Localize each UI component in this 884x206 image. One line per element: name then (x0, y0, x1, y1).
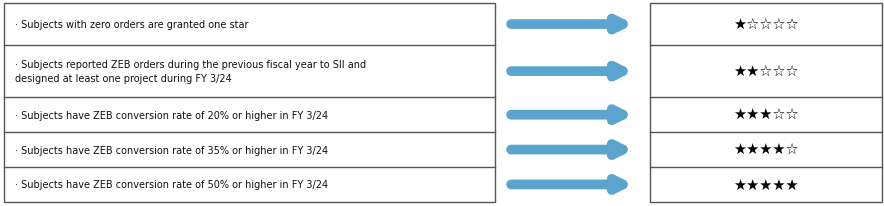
Text: ★☆☆☆☆: ★☆☆☆☆ (733, 18, 799, 32)
Bar (650, 4, 882, 202)
Text: · Subjects have ZEB conversion rate of 35% or higher in FY 3/24: · Subjects have ZEB conversion rate of 3… (15, 145, 328, 155)
Text: ★★☆☆☆: ★★☆☆☆ (733, 64, 799, 79)
Text: · Subjects have ZEB conversion rate of 50% or higher in FY 3/24: · Subjects have ZEB conversion rate of 5… (15, 180, 328, 190)
Text: ★★★☆☆: ★★★☆☆ (733, 108, 799, 123)
Text: ★★★★★: ★★★★★ (733, 177, 799, 192)
Text: · Subjects have ZEB conversion rate of 20% or higher in FY 3/24: · Subjects have ZEB conversion rate of 2… (15, 110, 328, 120)
Text: · Subjects with zero orders are granted one star: · Subjects with zero orders are granted … (15, 20, 248, 30)
Text: · Subjects reported ZEB orders during the previous fiscal year to SII and
design: · Subjects reported ZEB orders during th… (15, 60, 366, 83)
Bar (4, 4, 495, 202)
Text: ★★★★☆: ★★★★☆ (733, 142, 799, 157)
